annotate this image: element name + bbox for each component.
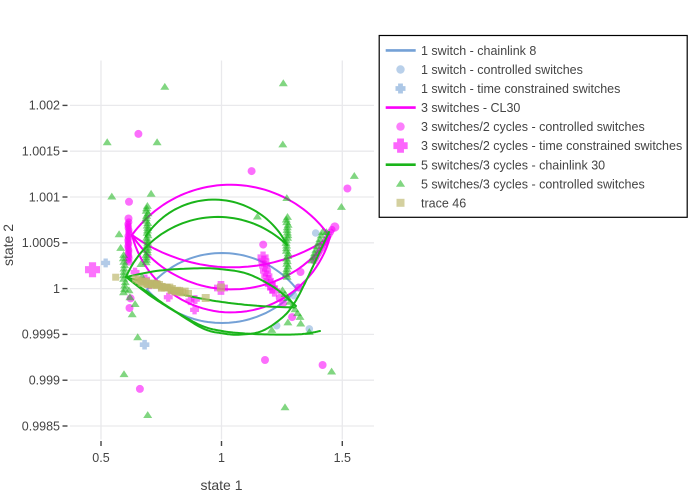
svg-text:1.5: 1.5 [334, 451, 351, 465]
svg-text:1 switch - chainlink 8: 1 switch - chainlink 8 [421, 44, 536, 58]
svg-text:0.9985: 0.9985 [22, 419, 60, 433]
svg-text:0.999: 0.999 [29, 374, 60, 388]
svg-text:1.001: 1.001 [29, 190, 60, 204]
svg-text:1.0005: 1.0005 [22, 236, 60, 250]
svg-text:1.0015: 1.0015 [22, 145, 60, 159]
svg-text:1: 1 [53, 282, 60, 296]
svg-text:3 switches/2 cycles - controll: 3 switches/2 cycles - controlled switche… [421, 120, 645, 134]
svg-text:5 switches/3 cycles - chainlin: 5 switches/3 cycles - chainlink 30 [421, 158, 605, 172]
svg-text:1 switch - time constrained sw: 1 switch - time constrained switches [421, 82, 620, 96]
svg-text:state 1: state 1 [200, 477, 242, 493]
svg-text:0.9995: 0.9995 [22, 328, 60, 342]
svg-text:0.5: 0.5 [92, 451, 109, 465]
svg-text:5 switches/3 cycles - controll: 5 switches/3 cycles - controlled switche… [421, 177, 645, 191]
svg-text:3 switches - CL30: 3 switches - CL30 [421, 101, 520, 115]
svg-text:state 2: state 2 [0, 224, 16, 266]
svg-text:3 switches/2 cycles - time con: 3 switches/2 cycles - time constrained s… [421, 139, 682, 153]
svg-text:trace 46: trace 46 [421, 196, 466, 210]
svg-text:1.002: 1.002 [29, 99, 60, 113]
svg-text:1: 1 [218, 451, 225, 465]
svg-text:1 switch - controlled switches: 1 switch - controlled switches [421, 63, 583, 77]
